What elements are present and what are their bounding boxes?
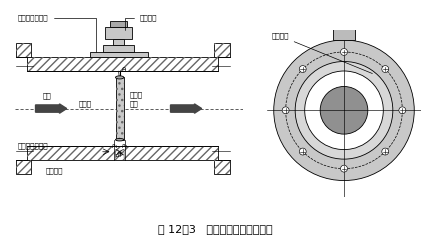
Ellipse shape xyxy=(116,76,124,79)
Text: 流向: 流向 xyxy=(43,92,51,99)
Circle shape xyxy=(305,71,383,150)
Text: $P_1$: $P_1$ xyxy=(111,143,118,151)
Text: 智能表头: 智能表头 xyxy=(125,14,157,30)
Bar xyxy=(105,27,132,38)
Bar xyxy=(214,43,230,57)
Text: 仪表壳体: 仪表壳体 xyxy=(46,167,64,173)
FancyArrow shape xyxy=(171,104,202,113)
Text: 靶周黏滞摩擦力: 靶周黏滞摩擦力 xyxy=(18,142,49,149)
Bar xyxy=(116,77,124,140)
Bar xyxy=(16,43,31,57)
Bar xyxy=(16,160,31,174)
Bar xyxy=(16,43,31,57)
Circle shape xyxy=(399,107,406,114)
Text: 图 12－3   靶式流量计结构示意图: 图 12－3 靶式流量计结构示意图 xyxy=(158,224,272,234)
Bar xyxy=(27,57,218,71)
Bar xyxy=(27,146,218,160)
Circle shape xyxy=(320,86,368,134)
Circle shape xyxy=(274,40,414,181)
Circle shape xyxy=(295,62,393,159)
Text: 密封形变金属片: 密封形变金属片 xyxy=(18,14,96,52)
Bar xyxy=(89,52,147,57)
Bar xyxy=(27,57,218,71)
Circle shape xyxy=(382,66,389,72)
Text: 环形空间: 环形空间 xyxy=(271,33,372,74)
Bar xyxy=(27,146,218,160)
Circle shape xyxy=(341,165,347,172)
Text: ∣ΔP∣: ∣ΔP∣ xyxy=(114,152,126,158)
Bar xyxy=(214,160,230,174)
Bar xyxy=(114,38,124,45)
Circle shape xyxy=(282,107,289,114)
Text: θ: θ xyxy=(122,67,126,73)
Text: 位移角: 位移角 xyxy=(130,91,143,98)
FancyArrow shape xyxy=(36,104,67,113)
Text: $P_2$: $P_2$ xyxy=(121,143,129,151)
Bar xyxy=(116,77,124,140)
Circle shape xyxy=(299,66,306,72)
Bar xyxy=(214,160,230,174)
Bar xyxy=(110,21,127,27)
Circle shape xyxy=(382,148,389,155)
Bar xyxy=(336,16,352,27)
Circle shape xyxy=(341,49,347,55)
Circle shape xyxy=(299,148,306,155)
Ellipse shape xyxy=(116,139,124,141)
Bar xyxy=(103,45,134,52)
Bar xyxy=(333,27,355,40)
Bar xyxy=(214,43,230,57)
Text: 靶面: 靶面 xyxy=(130,101,139,107)
Bar xyxy=(16,160,31,174)
Text: 连接杆: 连接杆 xyxy=(79,101,92,107)
